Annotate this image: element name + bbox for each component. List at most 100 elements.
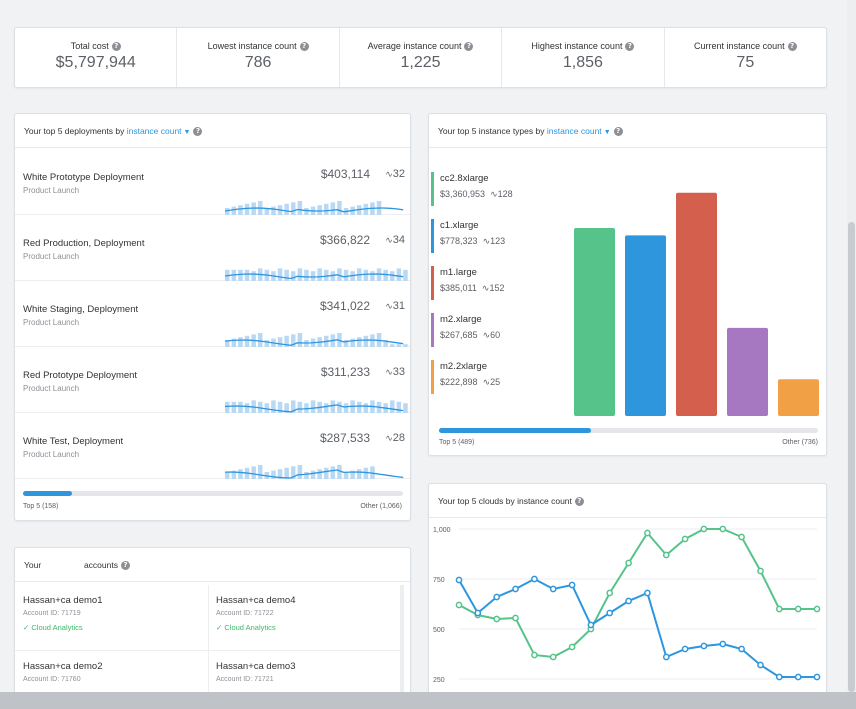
sparkline [224, 268, 408, 281]
account-item[interactable]: Hassan+ca demo1 Account ID: 71719 ✓ Clou… [15, 585, 208, 651]
sparkline-bar [271, 470, 276, 479]
help-icon[interactable]: ? [625, 42, 635, 51]
sparkline-bar [324, 203, 329, 215]
data-point [757, 661, 764, 669]
data-point [813, 605, 821, 613]
sparkline-icon: ∿ [482, 330, 491, 340]
sparkline-bar [324, 467, 329, 479]
sparkline-icon: ∿ [481, 283, 490, 293]
deployment-subtitle: Product Launch [23, 450, 80, 459]
sparkline-bar [343, 340, 349, 347]
chevron-down-icon: ▼ [183, 129, 191, 136]
data-point [681, 535, 689, 543]
sparkline-bar [284, 403, 289, 413]
bottom-bar [0, 692, 856, 709]
deployment-row[interactable]: Red Production, Deployment Product Launch… [15, 215, 410, 281]
metric-average-count: Average instance count? 1,225 [340, 28, 503, 87]
instance-type-item[interactable]: cc2.8xlarge $3,360,953 ∿128 [431, 172, 561, 206]
metric-dropdown[interactable]: instance count ▼ [546, 126, 611, 136]
sparkline-bar [343, 403, 349, 413]
help-icon[interactable]: ? [111, 42, 121, 51]
sparkline-bar [251, 271, 256, 281]
data-point [644, 589, 651, 597]
deployment-name: Red Prototype Deployment [23, 370, 138, 381]
sparkline-bar [337, 401, 342, 413]
sparkline-bar [330, 466, 336, 479]
metrics-bar: Total cost? $5,797,944 Lowest instance c… [14, 27, 827, 88]
chevron-down-icon: ▼ [603, 129, 611, 136]
data-point [549, 585, 557, 593]
account-item[interactable]: Hassan+ca demo2 Account ID: 71760 [15, 651, 208, 696]
sparkline-bar [277, 469, 283, 479]
accounts-card: Your accounts? Hassan+ca demo1 Account I… [14, 547, 411, 697]
account-item[interactable]: Hassan+ca demo4 Account ID: 71722 ✓ Clou… [208, 585, 401, 651]
help-icon[interactable]: ? [299, 42, 309, 51]
data-point [455, 601, 463, 609]
data-point [493, 593, 501, 601]
sparkline-bar [244, 269, 250, 281]
cloud-analytics-badge: ✓ Cloud Analytics [216, 623, 276, 632]
sparkline-bar [238, 401, 243, 413]
sparkline-bar [258, 333, 263, 347]
sparkline-bar [271, 206, 276, 215]
sparkline-icon: ∿ [385, 367, 393, 377]
help-icon[interactable]: ? [574, 497, 584, 506]
data-point [606, 609, 614, 617]
other-label: Other (736) [782, 439, 818, 446]
help-icon[interactable]: ? [787, 42, 797, 51]
data-point [568, 581, 576, 589]
instance-type-name: m2.2xlarge [440, 361, 487, 372]
data-point [662, 653, 670, 661]
sparkline-bar [244, 335, 250, 347]
instance-type-count: 60 [490, 330, 501, 340]
sparkline-icon: ∿ [385, 433, 393, 443]
sparkline-bar [317, 205, 322, 215]
instance-type-item[interactable]: c1.xlarge $778,323 ∿123 [431, 219, 561, 253]
top-clouds-card: Your top 5 clouds by instance count? 1,0… [428, 483, 827, 697]
sparkline-bar [284, 335, 289, 347]
deployment-count: ∿33 [385, 366, 405, 378]
help-icon[interactable]: ? [464, 42, 474, 51]
scrollbar[interactable] [400, 585, 404, 696]
sparkline-bar [363, 335, 369, 347]
help-icon[interactable]: ? [193, 127, 203, 136]
scrollbar-thumb[interactable] [848, 222, 855, 692]
deployment-name: Red Production, Deployment [23, 238, 145, 249]
top-deployments-card: Your top 5 deployments by instance count… [14, 113, 411, 521]
sparkline-bar [357, 401, 362, 413]
deployment-subtitle: Product Launch [23, 384, 80, 393]
sparkline-bar [357, 337, 362, 347]
deployment-row[interactable]: White Prototype Deployment Product Launch… [15, 149, 410, 215]
deployment-row[interactable]: White Test, Deployment Product Launch $287… [15, 413, 410, 479]
sparkline-bar [403, 403, 408, 413]
data-point [719, 525, 727, 533]
data-point [738, 533, 745, 541]
account-item[interactable]: Hassan+ca demo3 Account ID: 71721 [208, 651, 401, 696]
bar-m1.large [676, 192, 717, 416]
sparkline-bar [350, 470, 355, 479]
metric-label: Lowest instance count [207, 41, 297, 51]
sparkline-bar [363, 269, 369, 281]
deployment-row[interactable]: Red Prototype Deployment Product Launch $3… [15, 347, 410, 413]
data-point [606, 589, 614, 597]
deployment-cost: $366,822 [319, 233, 370, 247]
page-scrollbar[interactable] [847, 0, 856, 692]
deployment-row[interactable]: White Staging, Deployment Product Launch $… [15, 281, 410, 347]
series-line [458, 577, 817, 678]
instance-type-item[interactable]: m2.xlarge $267,685 ∿60 [431, 313, 561, 347]
metric-dropdown[interactable]: instance count ▼ [126, 126, 191, 136]
data-point [738, 645, 745, 653]
instance-type-item[interactable]: m1.large $385,011 ∿152 [431, 266, 561, 300]
data-point [587, 621, 595, 629]
sparkline-bar [337, 268, 342, 281]
help-icon[interactable]: ? [613, 127, 623, 136]
metric-value: 786 [244, 54, 272, 71]
deployment-count: ∿31 [385, 300, 405, 312]
sparkline-bar [291, 334, 296, 347]
help-icon[interactable]: ? [120, 561, 130, 570]
progress-bar [439, 428, 818, 433]
instance-type-item[interactable]: m2.2xlarge $222,898 ∿25 [431, 360, 561, 394]
top-instance-types-card: Your top 5 instance types by instance co… [428, 113, 827, 456]
sparkline-icon: ∿ [385, 235, 393, 245]
data-point [644, 529, 651, 537]
